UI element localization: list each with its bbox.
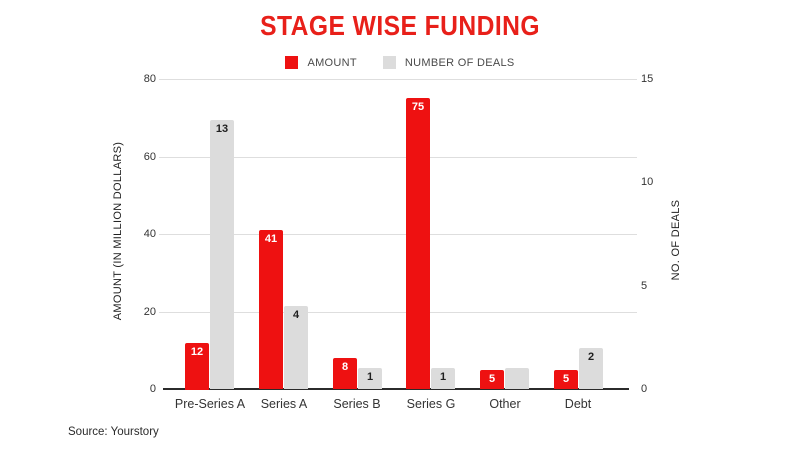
bar-value-label: 12	[190, 346, 204, 358]
right-axis-tick-label: 10	[641, 176, 654, 188]
left-axis-tick-label: 40	[143, 228, 156, 240]
gridline	[159, 157, 637, 158]
x-axis-label: Pre-Series A	[174, 397, 246, 411]
x-axis-baseline	[163, 388, 629, 390]
bar-deals-other	[505, 368, 529, 389]
left-axis-tick-label: 80	[143, 73, 156, 85]
right-axis-tick-label: 15	[641, 73, 654, 85]
x-axis-label: Debt	[564, 397, 592, 411]
left-axis-tick-label: 0	[149, 383, 156, 395]
source-text: Source: Yourstory	[68, 426, 159, 438]
x-axis-label: Series A	[260, 397, 308, 411]
x-axis-label: Other	[489, 397, 521, 411]
right-axis-tick-label: 0	[641, 383, 648, 395]
legend-deals-label: NUMBER OF DEALS	[404, 56, 515, 69]
legend-deals-swatch	[382, 56, 396, 69]
bar-value-label: 5	[488, 373, 496, 385]
legend-item-deals: NUMBER OF DEALS	[382, 56, 515, 69]
bar-value-label: 5	[562, 373, 570, 385]
bar-value-label: 13	[215, 123, 229, 135]
bar-value-label: 41	[264, 233, 278, 245]
gridline	[159, 234, 637, 235]
right-axis-tick-label: 5	[641, 280, 648, 292]
bar-deals-pre-series-a: 13	[210, 120, 234, 389]
bar-value-label: 4	[292, 309, 300, 321]
bar-deals-debt: 2	[579, 348, 603, 389]
gridline	[159, 79, 637, 80]
legend-amount-label: AMOUNT	[307, 56, 357, 69]
bar-deals-series-g: 1	[431, 368, 455, 389]
gridline	[159, 312, 637, 313]
bar-amount-series-b: 8	[333, 358, 357, 389]
bar-amount-debt: 5	[554, 370, 578, 389]
x-axis-label: Series G	[406, 397, 456, 411]
bar-amount-series-g: 75	[406, 98, 430, 389]
bar-amount-pre-series-a: 12	[185, 343, 209, 390]
legend-amount-swatch	[285, 56, 299, 69]
left-axis-tick-label: 20	[143, 306, 156, 318]
bar-deals-series-a: 4	[284, 306, 308, 389]
chart-title: STAGE WISE FUNDING	[260, 10, 540, 41]
bar-value-label: 8	[341, 361, 349, 373]
legend: AMOUNT NUMBER OF DEALS	[0, 56, 800, 69]
bar-value-label: 75	[411, 101, 425, 113]
legend-item-amount: AMOUNT	[285, 56, 357, 69]
x-axis-label: Series B	[333, 397, 381, 411]
bar-amount-other: 5	[480, 370, 504, 389]
right-axis-title: NO. OF DEALS	[670, 199, 682, 281]
bar-value-label: 1	[366, 371, 374, 383]
bar-deals-series-b: 1	[358, 368, 382, 389]
bar-value-label: 1	[439, 371, 447, 383]
bar-amount-series-a: 41	[259, 230, 283, 389]
bar-value-label: 2	[587, 351, 595, 363]
left-axis-tick-label: 60	[143, 151, 156, 163]
